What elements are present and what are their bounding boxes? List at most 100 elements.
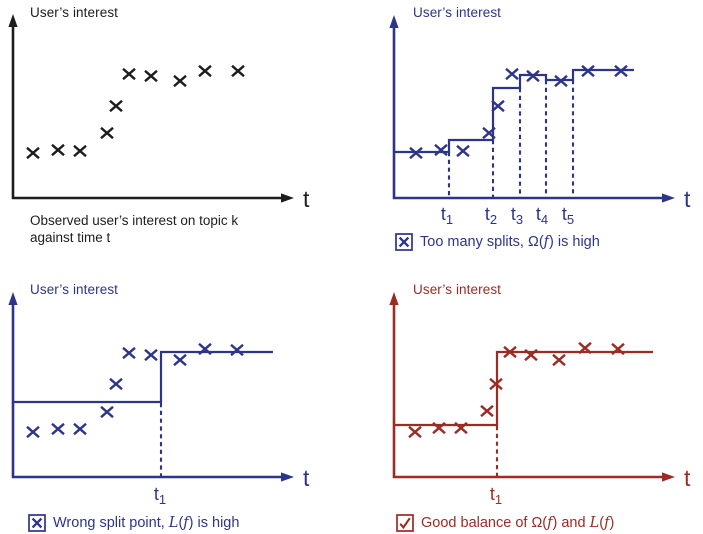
step-function-line bbox=[13, 350, 273, 404]
data-point-marker bbox=[73, 144, 87, 158]
data-point-marker bbox=[51, 422, 65, 436]
data-point-marker bbox=[505, 67, 519, 81]
x-axis-arrow-icon bbox=[281, 193, 294, 203]
math-var: f bbox=[547, 515, 553, 531]
caption-text: Too many splits, Ω( bbox=[420, 234, 544, 250]
math-var: f bbox=[543, 234, 550, 250]
data-point-marker bbox=[231, 64, 245, 78]
caption-text: ( bbox=[599, 515, 605, 531]
math-var: f bbox=[183, 515, 189, 531]
data-point-marker bbox=[503, 345, 517, 359]
panel-title: User’s interest bbox=[30, 282, 119, 297]
panel-wrong-split-point: t1 t bbox=[8, 292, 310, 507]
caption-text: ) is high bbox=[188, 515, 240, 531]
x-axis-arrow-icon bbox=[281, 472, 294, 482]
data-point-marker bbox=[552, 353, 566, 367]
step-function-line bbox=[394, 350, 653, 427]
y-axis-arrow-icon bbox=[389, 15, 399, 28]
box-check-icon bbox=[396, 514, 414, 532]
math-var: L bbox=[168, 515, 179, 531]
caption-text: ) bbox=[609, 515, 615, 531]
split-label: t5 bbox=[562, 204, 574, 227]
data-point-marker bbox=[144, 348, 158, 362]
step-function-line bbox=[394, 68, 634, 154]
data-point-marker bbox=[489, 377, 503, 391]
x-axis-title: t bbox=[684, 186, 691, 212]
data-point-marker bbox=[198, 64, 212, 78]
caption-text: Wrong split point, bbox=[53, 515, 169, 531]
math-var: f bbox=[604, 515, 610, 531]
data-point-marker bbox=[173, 74, 187, 88]
data-point-marker bbox=[230, 343, 244, 357]
caption-text: ) and bbox=[552, 515, 590, 531]
panel-caption: Good balance of Ω(f) and L(f) bbox=[396, 514, 614, 532]
caption-text: Observed user’s interest on topic k bbox=[30, 213, 239, 228]
data-point-marker bbox=[26, 425, 40, 439]
data-point-marker bbox=[409, 146, 423, 160]
x-axis-title: t bbox=[684, 465, 691, 491]
data-point-marker bbox=[456, 144, 470, 158]
box-x-icon bbox=[395, 233, 413, 251]
panel-caption: Observed user’s interest on topic k again… bbox=[30, 213, 238, 246]
x-axis-title: t bbox=[303, 186, 310, 212]
data-point-marker bbox=[454, 421, 468, 435]
split-label: t3 bbox=[511, 204, 523, 227]
box-x-icon bbox=[28, 514, 46, 532]
data-point-marker bbox=[198, 342, 212, 356]
panel-title: User’s interest bbox=[413, 5, 502, 20]
math-var: L bbox=[589, 515, 600, 531]
data-point-marker bbox=[109, 99, 123, 113]
data-point-marker bbox=[611, 342, 625, 356]
panel-good-balance: t1 t bbox=[389, 292, 691, 507]
data-point-marker bbox=[614, 64, 628, 78]
panel-caption: Wrong split point, L(f) is high bbox=[28, 514, 239, 532]
split-label: t1 bbox=[490, 484, 502, 507]
data-point-marker bbox=[100, 126, 114, 140]
data-point-marker bbox=[581, 64, 595, 78]
data-point-marker bbox=[578, 341, 592, 355]
split-label: t1 bbox=[154, 484, 166, 507]
x-axis-title: t bbox=[303, 465, 310, 491]
panel-title: User’s interest bbox=[30, 5, 119, 20]
y-axis-arrow-icon bbox=[8, 292, 18, 305]
split-label: t4 bbox=[536, 204, 548, 227]
data-point-marker bbox=[173, 353, 187, 367]
caption-text: against time t bbox=[30, 229, 111, 245]
caption-lines: Observed user’s interest on topic k again… bbox=[30, 213, 238, 246]
data-point-marker bbox=[144, 69, 158, 83]
split-label: t1 bbox=[441, 204, 453, 227]
data-point-marker bbox=[73, 422, 87, 436]
panel-title: User’s interest bbox=[413, 282, 502, 297]
caption-lines: Wrong split point, L(f) is high bbox=[53, 515, 239, 531]
data-point-marker bbox=[554, 74, 568, 88]
data-point-marker bbox=[26, 146, 40, 160]
data-point-marker bbox=[109, 377, 123, 391]
caption-text: ) is high bbox=[549, 234, 600, 250]
caption-lines: Good balance of Ω(f) and L(f) bbox=[421, 515, 614, 531]
panel-caption: Too many splits, Ω(f) is high bbox=[395, 233, 600, 251]
caption-lines: Too many splits, Ω(f) is high bbox=[420, 234, 600, 250]
data-point-marker bbox=[480, 404, 494, 418]
data-point-marker bbox=[434, 143, 448, 157]
x-axis-arrow-icon bbox=[662, 472, 675, 482]
panel-observed-scatter: t bbox=[8, 14, 310, 212]
data-point-marker bbox=[524, 348, 538, 362]
data-point-marker bbox=[432, 421, 446, 435]
caption-text: ( bbox=[178, 515, 184, 531]
data-point-marker bbox=[526, 69, 540, 83]
caption-line: Wrong split point, L(f) is high bbox=[53, 515, 239, 531]
panel-too-many-splits: t1 t2 t3 t4 t5 t bbox=[389, 15, 691, 227]
data-point-marker bbox=[482, 126, 496, 140]
data-point-marker bbox=[100, 405, 114, 419]
caption-line: Good balance of Ω(f) and L(f) bbox=[421, 515, 614, 531]
split-label: t2 bbox=[485, 204, 497, 227]
caption-line: Observed user’s interest on topic k bbox=[30, 213, 238, 230]
y-axis-arrow-icon bbox=[389, 292, 399, 305]
y-axis-arrow-icon bbox=[8, 14, 18, 27]
data-point-marker bbox=[122, 346, 136, 360]
data-point-marker bbox=[408, 425, 422, 439]
x-axis-arrow-icon bbox=[662, 193, 675, 203]
data-point-marker bbox=[491, 99, 505, 113]
